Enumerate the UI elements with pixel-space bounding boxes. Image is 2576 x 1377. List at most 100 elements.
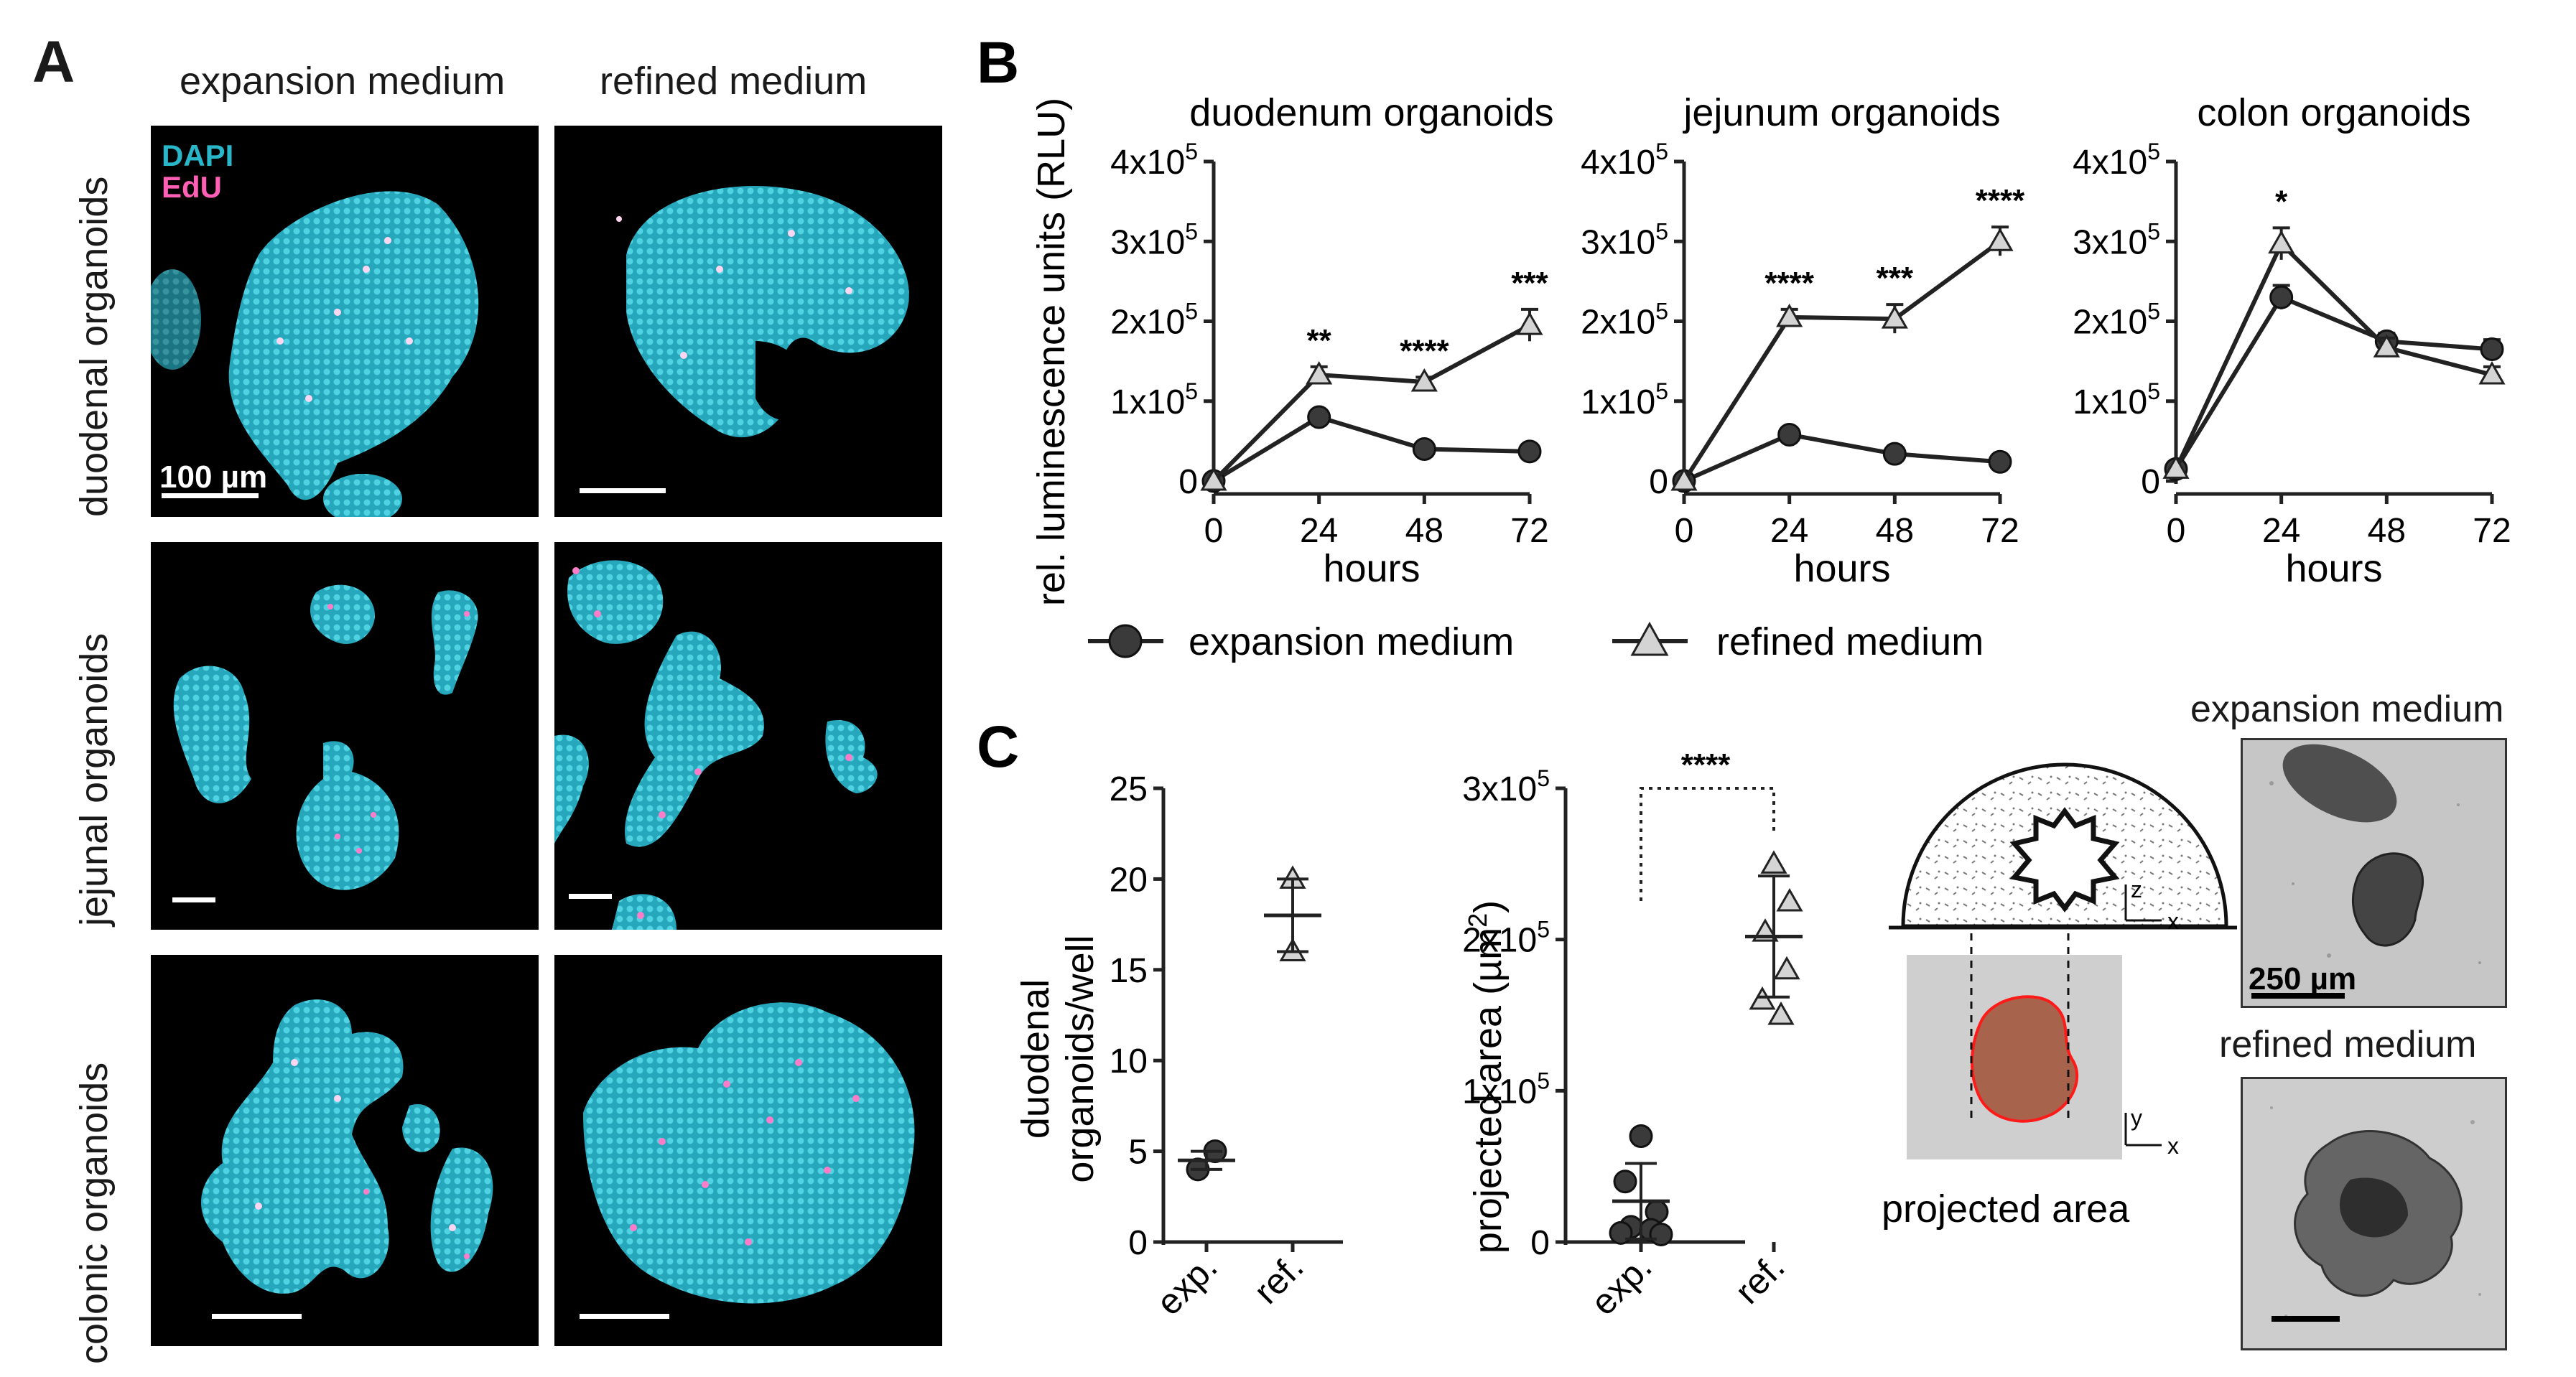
bf-scale-label: 250 µm: [2249, 961, 2357, 996]
y-tick-exponent: 5: [1185, 378, 1198, 404]
x-tick-label: 48: [1405, 512, 1443, 550]
y-tick-mantissa: 1x10: [1581, 383, 1655, 421]
series-line-refined: [1682, 239, 2001, 482]
line-chart-1: duodenum organoids01x1052x1053x1054x1050…: [1110, 91, 1554, 590]
x-tick-label: exp.: [1583, 1246, 1659, 1322]
legend-refined-marker: [1630, 621, 1669, 656]
x-tick-label: 72: [1510, 512, 1548, 550]
projected-organoid: [1971, 995, 2079, 1123]
mid-ylabel-text: projected area (µm: [1466, 928, 1510, 1254]
scale-bar: [580, 1314, 669, 1319]
panel-b-ylabel: rel. luminescence units (RLU): [1030, 98, 1073, 606]
y-tick-exponent: 5: [1537, 917, 1550, 943]
panel-b-chart-group: duodenum organoids01x1052x1053x1054x1050…: [1110, 91, 2511, 590]
dot-plot-1: 0 5 10 15 20 25 exp. ref.: [1110, 770, 1343, 1323]
micrograph-jejunal-refined: [554, 542, 942, 930]
significance-label: ****: [1681, 747, 1731, 783]
point-refined: [2373, 334, 2400, 358]
legend-dapi: DAPI: [162, 139, 234, 172]
axis-x-label-top: x: [2167, 908, 2179, 934]
micrograph-duodenal-expansion: DAPI EdU 100 µm: [151, 126, 539, 517]
x-tick-label: 24: [1770, 512, 1808, 550]
y-tick-label: 1x105: [1581, 378, 1668, 421]
micrograph-jejunal-expansion: [151, 542, 539, 930]
point-ref: [1776, 887, 1803, 912]
panel-c-letter: C: [977, 714, 1019, 780]
y-tick-mantissa: 3x10: [1581, 223, 1655, 261]
x-tick-label: 0: [1675, 512, 1694, 550]
y-tick-mantissa: 4x10: [1110, 144, 1185, 182]
panel-b-letter: B: [977, 30, 1019, 95]
point-refined: [1881, 305, 1908, 329]
y-tick-exponent: 5: [1185, 299, 1198, 325]
x-axis-label: hours: [1793, 547, 1890, 590]
y-tick-exponent: 5: [1655, 218, 1668, 244]
col-header-refined: refined medium: [600, 60, 868, 103]
point-ref: [1767, 1001, 1795, 1025]
x-tick-label: ref.: [1246, 1246, 1311, 1312]
col-header-expansion: expansion medium: [180, 60, 506, 103]
y-tick-mantissa: 1x10: [2073, 383, 2147, 421]
y-tick-exponent: 5: [1655, 299, 1668, 325]
y-tick-label: 4x105: [1110, 139, 1198, 182]
y-tick-mantissa: 3x10: [1462, 770, 1537, 808]
y-tick-label: 0: [2141, 463, 2160, 501]
chart-title: colon organoids: [2197, 91, 2470, 134]
y-tick-label: 10: [1110, 1042, 1148, 1080]
scale-bar: [569, 894, 612, 899]
mid-ylabel-end: ): [1466, 900, 1510, 913]
significance-label: ****: [1976, 183, 2025, 218]
series-line-refined: [1212, 323, 1531, 483]
bf-title-expansion: expansion medium: [2190, 688, 2504, 730]
series-line-refined: [2174, 240, 2493, 470]
y-tick-label: 2x105: [1581, 299, 1668, 342]
brightfield-refined: [2241, 1077, 2507, 1350]
y-tick-exponent: 5: [2147, 299, 2160, 325]
y-tick-mantissa: 4x10: [2073, 144, 2147, 182]
y-tick-exponent: 5: [2147, 378, 2160, 404]
scale-bar: [212, 1314, 302, 1319]
panel-a-letter: A: [32, 29, 75, 95]
y-tick-label: 15: [1110, 952, 1148, 990]
y-tick-exponent: 5: [1185, 139, 1198, 164]
bf-title-refined: refined medium: [2219, 1024, 2477, 1065]
point-ref: [1760, 850, 1787, 874]
axis-z-label: z: [2131, 877, 2142, 902]
x-tick-label: 24: [2262, 512, 2300, 550]
legend-expansion-marker: [1108, 624, 1143, 658]
significance-label: ***: [1877, 261, 1914, 296]
y-tick-label: 0: [1530, 1224, 1550, 1262]
point-refined: [2478, 361, 2506, 385]
point-exp: [1649, 1222, 1673, 1246]
x-tick-label: 24: [1300, 512, 1338, 550]
panel-b-legend: expansion medium refined medium: [1088, 620, 1984, 663]
schematic: z x y x projected area: [1882, 762, 2237, 1231]
point-exp: [1629, 1124, 1653, 1149]
point-refined: [2162, 455, 2190, 479]
y-tick-label: 20: [1110, 861, 1148, 899]
point-expansion: [1517, 439, 1542, 464]
point-refined: [1776, 303, 1803, 327]
schematic-caption: projected area: [1882, 1187, 2130, 1231]
point-exp: [1609, 1220, 1633, 1245]
y-tick-exponent: 5: [1537, 1068, 1550, 1093]
panel-c-left-ylabel-1: duodenal: [1014, 979, 1057, 1139]
y-tick-label: 4x105: [2073, 139, 2160, 182]
panel-c-left-ylabel-2: organoids/well: [1059, 935, 1102, 1182]
organoid-outline: [2009, 807, 2120, 912]
y-tick-label: 2x105: [1462, 917, 1550, 960]
axis-x-label-bottom: x: [2167, 1133, 2179, 1159]
x-tick-label: ref.: [1727, 1246, 1792, 1312]
point-refined: [1670, 467, 1698, 491]
y-tick-label: 0: [1649, 463, 1668, 501]
point-refined: [1410, 368, 1438, 392]
significance-label: ****: [1400, 333, 1449, 368]
significance-bracket: [1640, 787, 1775, 901]
point-ref: [1749, 986, 1776, 1010]
series-line-expansion: [2174, 294, 2493, 470]
y-tick-mantissa: 4x10: [1581, 144, 1655, 182]
y-tick-mantissa: 1x10: [1110, 383, 1185, 421]
x-axis-label: hours: [1323, 547, 1420, 590]
